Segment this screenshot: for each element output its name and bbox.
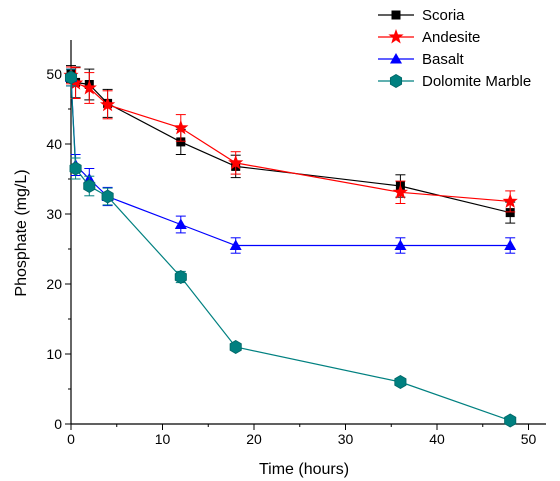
data-point-dolomite-marble	[101, 189, 114, 204]
data-point-scoria	[176, 137, 186, 147]
series-basalt	[65, 68, 517, 254]
legend-marker-scoria	[391, 10, 401, 20]
axes: 0 10 20 30 40 50 0 10 20 30 40 50	[46, 40, 546, 447]
data-point-andesite	[99, 96, 116, 112]
data-point-andesite	[81, 80, 97, 95]
y-tick-label: 30	[46, 206, 62, 222]
legend-item-scoria: Scoria	[378, 7, 465, 24]
y-tick-label: 50	[46, 66, 62, 82]
y-tick-label: 0	[54, 416, 62, 432]
series-line-scoria	[70, 73, 511, 214]
legend-label-dolomite-marble: Dolomite Marble	[422, 73, 531, 90]
legend-marker-basalt	[390, 53, 402, 64]
x-tick-label: 0	[67, 431, 75, 447]
y-axis-title: Phosphate (mg/L)	[13, 169, 30, 296]
legend: Scoria Andesite Basalt Dolomite Marble	[378, 7, 531, 90]
data-point-basalt	[174, 218, 187, 229]
data-point-andesite	[67, 75, 84, 90]
y-tick-label: 20	[46, 276, 62, 292]
data-point-basalt	[229, 239, 242, 250]
x-tick-label: 20	[246, 431, 262, 447]
data-point-dolomite-marble	[394, 375, 407, 389]
series-layer	[63, 65, 518, 428]
data-point-dolomite-marble	[83, 179, 96, 193]
legend-label-scoria: Scoria	[422, 7, 465, 24]
data-point-dolomite-marble	[64, 70, 78, 85]
x-axis-title: Time (hours)	[259, 461, 349, 478]
data-point-dolomite-marble	[174, 270, 187, 284]
legend-label-basalt: Basalt	[422, 51, 465, 68]
y-tick-label: 10	[46, 346, 62, 362]
data-point-andesite	[502, 193, 518, 208]
y-tick-label: 40	[46, 136, 62, 152]
x-tick-label: 10	[155, 431, 171, 447]
series-line-basalt	[70, 77, 511, 247]
legend-item-basalt: Basalt	[378, 51, 465, 68]
data-point-dolomite-marble	[229, 340, 242, 354]
data-point-dolomite-marble	[504, 413, 517, 428]
series-line-dolomite-marble	[70, 77, 511, 422]
legend-marker-dolomite-marble	[389, 74, 403, 88]
data-point-andesite	[392, 184, 409, 199]
data-point-andesite	[173, 119, 189, 135]
x-tick-label: 50	[521, 431, 537, 447]
data-point-basalt	[504, 239, 517, 250]
data-point-dolomite-marble	[69, 161, 82, 176]
x-tick-label: 30	[338, 431, 354, 447]
legend-label-andesite: Andesite	[422, 29, 480, 46]
data-point-andesite	[228, 154, 244, 170]
legend-item-andesite: Andesite	[378, 29, 480, 46]
legend-item-dolomite-marble: Dolomite Marble	[378, 73, 531, 90]
x-tick-label: 40	[429, 431, 445, 447]
series-dolomite-marble	[64, 68, 517, 428]
series-line-andesite	[70, 75, 511, 202]
data-point-basalt	[394, 239, 407, 250]
data-point-scoria	[505, 208, 515, 218]
legend-marker-andesite	[388, 29, 404, 44]
